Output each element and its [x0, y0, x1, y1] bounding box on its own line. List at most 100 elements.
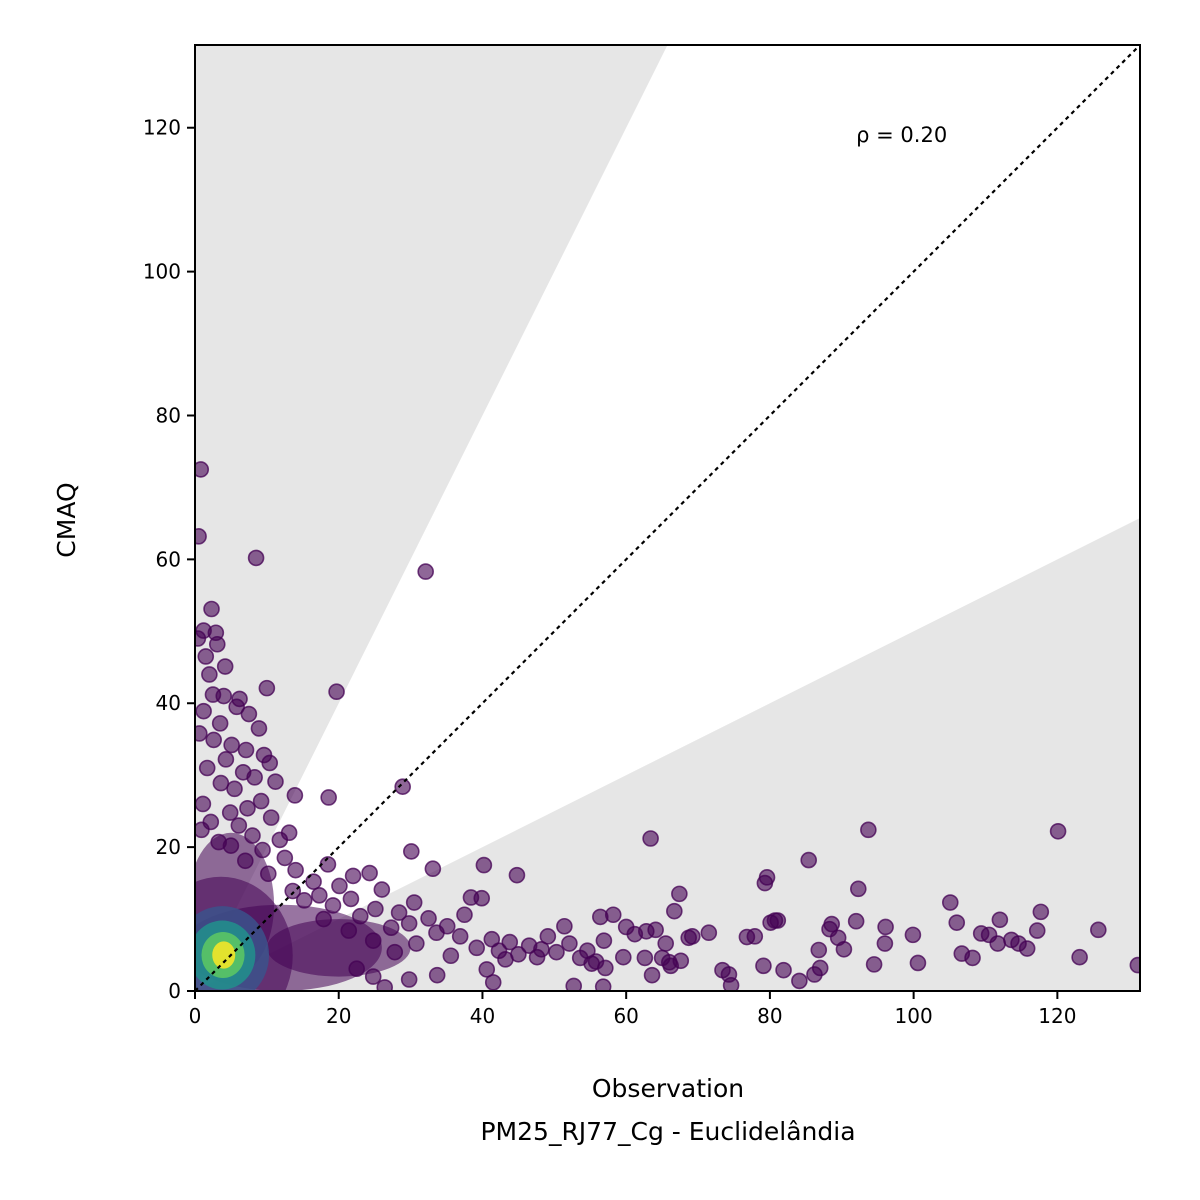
- data-point: [240, 705, 258, 723]
- x-tick-label: 80: [757, 1004, 782, 1028]
- data-point: [254, 841, 271, 859]
- data-point: [501, 933, 519, 951]
- chart-subtitle: PM25_RJ77_Cg - Euclidelândia: [480, 1117, 855, 1146]
- data-point: [876, 935, 894, 952]
- data-point: [451, 928, 469, 945]
- data-point: [331, 877, 348, 895]
- data-point: [305, 873, 322, 890]
- data-point: [657, 935, 675, 952]
- data-point: [597, 959, 614, 977]
- data-point: [246, 769, 263, 786]
- data-point: [484, 974, 502, 991]
- data-point: [286, 787, 304, 804]
- data-point: [195, 630, 207, 647]
- data-point: [860, 821, 877, 839]
- data-point: [267, 773, 284, 790]
- x-tick-label: 100: [895, 1004, 933, 1028]
- data-point: [320, 789, 337, 806]
- data-point: [197, 648, 215, 665]
- x-tick-label: 0: [189, 1004, 202, 1028]
- data-point: [865, 956, 883, 973]
- data-point: [403, 843, 420, 860]
- y-axis-label: CMAQ: [52, 482, 81, 557]
- x-axis-ticks: 0 20 40 60 80 100 120: [189, 991, 1076, 1028]
- data-point: [344, 867, 362, 885]
- x-axis-label: Observation: [592, 1074, 744, 1103]
- data-point: [261, 754, 279, 772]
- data-point: [941, 894, 959, 911]
- one-to-one-line: [195, 45, 1140, 991]
- data-point: [201, 666, 218, 683]
- data-point: [991, 911, 1009, 929]
- data-point: [394, 778, 411, 795]
- density-blob: [212, 941, 236, 969]
- data-point: [775, 961, 792, 979]
- data-point: [311, 887, 328, 904]
- data-point: [376, 979, 394, 991]
- data-point: [223, 736, 240, 754]
- y-tick-label: 20: [156, 835, 181, 859]
- data-point: [315, 910, 332, 928]
- data-point: [247, 549, 265, 567]
- data-point: [364, 968, 382, 985]
- data-point: [400, 971, 418, 988]
- y-tick-label: 100: [143, 260, 181, 284]
- data-point: [328, 683, 345, 701]
- data-point: [367, 900, 384, 918]
- data-point: [417, 563, 434, 580]
- data-point: [666, 902, 683, 920]
- data-point: [226, 780, 243, 798]
- data-point: [382, 919, 400, 936]
- data-point: [386, 943, 404, 961]
- data-point: [811, 959, 829, 977]
- data-point: [810, 941, 828, 959]
- data-point: [250, 720, 268, 737]
- data-point: [528, 948, 546, 966]
- data-point: [239, 799, 256, 817]
- data-point: [642, 830, 659, 847]
- data-point: [722, 976, 740, 991]
- correlation-annotation: ρ = 0.20: [856, 123, 947, 147]
- data-point: [342, 890, 360, 908]
- data-point: [594, 978, 612, 991]
- y-tick-label: 120: [143, 116, 181, 140]
- data-point: [643, 966, 661, 984]
- x-tick-label: 40: [470, 1004, 495, 1028]
- data-point: [215, 687, 233, 705]
- data-point: [700, 924, 718, 942]
- data-point: [561, 935, 578, 952]
- data-point: [835, 940, 853, 958]
- data-point: [565, 977, 583, 991]
- data-point: [205, 731, 222, 749]
- data-point: [442, 947, 460, 965]
- axes-frame: [194, 44, 1141, 992]
- data-point: [260, 865, 277, 883]
- data-point: [478, 961, 496, 978]
- data-point: [361, 864, 378, 882]
- x-tick-label: 120: [1038, 1004, 1076, 1028]
- x-tick-label: 20: [326, 1004, 351, 1028]
- data-point: [758, 869, 776, 886]
- data-point: [276, 849, 294, 867]
- data-point: [755, 957, 772, 975]
- data-point: [364, 932, 382, 949]
- data-point: [195, 821, 210, 839]
- data-point: [390, 904, 408, 921]
- data-point: [672, 952, 690, 970]
- data-point: [408, 935, 425, 952]
- data-point: [420, 910, 437, 927]
- data-point: [428, 966, 446, 984]
- y-tick-label: 0: [168, 979, 181, 1003]
- data-point: [615, 948, 632, 966]
- data-point: [195, 702, 212, 720]
- data-point: [216, 658, 234, 675]
- data-point: [424, 860, 442, 878]
- data-point: [508, 866, 526, 884]
- data-point: [456, 906, 473, 924]
- data-point: [769, 912, 787, 929]
- data-point: [948, 914, 966, 931]
- data-point: [1071, 948, 1088, 966]
- data-point: [877, 918, 894, 936]
- data-point: [671, 885, 688, 903]
